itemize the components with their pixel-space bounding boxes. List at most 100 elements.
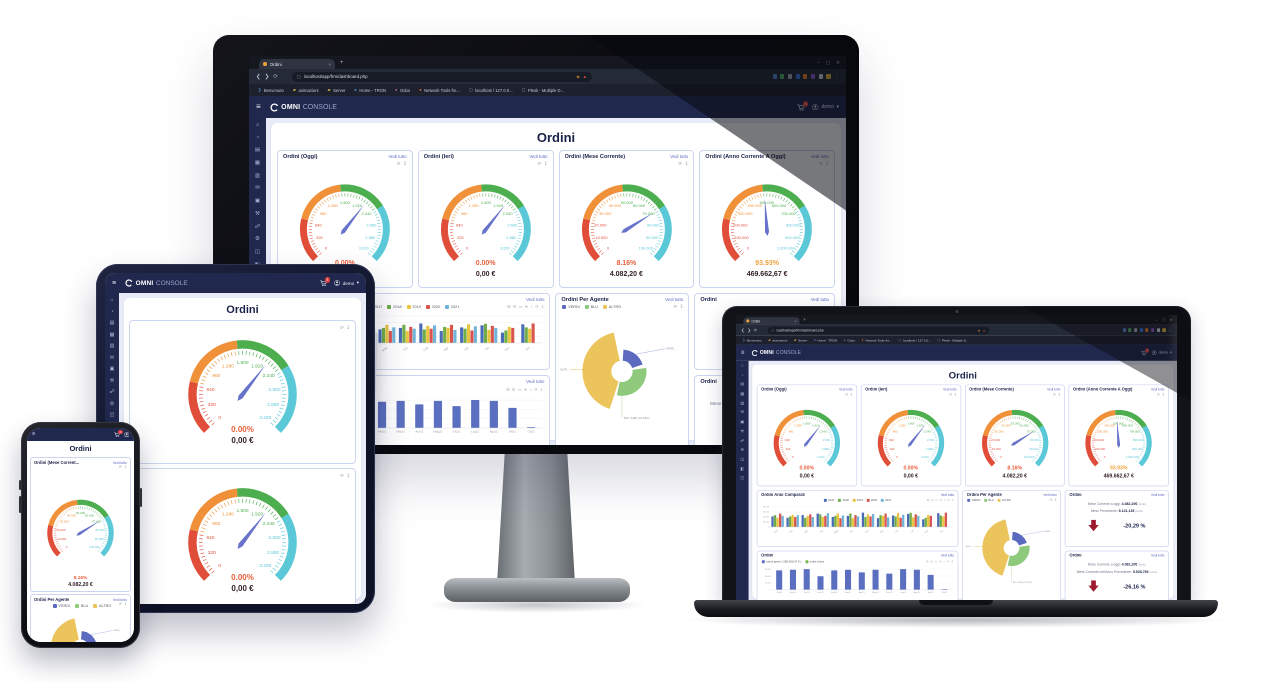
chart-legend[interactable]: 2017 2018 2019 2020 2021	[760, 498, 955, 502]
vedi-tutto-link[interactable]: Vedi tutto	[388, 154, 407, 159]
vedi-tutto-link[interactable]: Vedi tutto	[839, 387, 853, 392]
vedi-tutto-link[interactable]: Vedi tutto	[940, 553, 955, 558]
warehouse-icon[interactable]: ◫	[740, 457, 745, 462]
chart-legend[interactable]: VERDI BLU ALTRO	[556, 305, 688, 309]
chart-toolbar[interactable]: ⊞ ⊟ ▭ ✛ ⌂ ⟳ ↧	[507, 304, 545, 309]
stats-icon[interactable]: ◰	[740, 476, 745, 481]
network-icon[interactable]: ☍	[109, 389, 115, 395]
cart-button[interactable]: 4	[320, 277, 331, 287]
vedi-tutto-link[interactable]: Vedi tutto	[1150, 553, 1165, 558]
home-icon[interactable]: ⌂	[110, 297, 114, 303]
card-action-icons[interactable]: ⟳ ↧	[396, 161, 407, 166]
documents-icon[interactable]: ▥	[254, 172, 261, 179]
products-icon[interactable]: ◧	[740, 466, 745, 472]
vedi-tutto-link[interactable]: Vedi tutto	[526, 379, 545, 384]
chart-legend[interactable]: 2017 2018 2019 2020 2021	[282, 305, 545, 309]
menu-icon[interactable]: ≡	[32, 430, 36, 437]
nav-buttons[interactable]: ❮ ❯ ⟳	[741, 327, 758, 333]
vedi-tutto-link[interactable]: Vedi tutto	[1043, 493, 1057, 497]
chart-legend[interactable]: VERDI BLU ALTRO	[963, 498, 1060, 502]
menu-icon[interactable]: ≡	[112, 279, 117, 287]
settings-icon[interactable]: ⚙	[255, 236, 260, 243]
bookmarks-bar[interactable]: ❯ Benvenuto ▰ animazioni ▰ Server ■ Home - TRON…	[736, 335, 1177, 345]
browser-tab[interactable]: Ordini ×	[259, 59, 335, 69]
new-tab-button[interactable]: +	[803, 317, 806, 323]
documents-icon[interactable]: ▥	[109, 343, 115, 349]
reports-icon[interactable]: ▣	[740, 419, 745, 425]
reports-icon[interactable]: ▣	[109, 366, 115, 372]
tab-close-icon[interactable]: ×	[794, 319, 797, 323]
vedi-tutto-link[interactable]: Vedi tutto	[810, 297, 829, 302]
address-bar[interactable]: ▢ localhost/app/frm/dashboard.php ◈ ▲	[767, 326, 990, 334]
bookmark-item[interactable]: ▢ Plesk - Multiple D...	[937, 337, 969, 342]
tools-icon[interactable]: ⚒	[109, 377, 115, 384]
dashboard-icon[interactable]: ◔	[741, 373, 744, 378]
documents-icon[interactable]: ▥	[740, 401, 745, 406]
card-action-icons[interactable]: ⟳ ↧	[340, 325, 350, 330]
warehouse-icon[interactable]: ◫	[109, 412, 115, 418]
vedi-tutto-link[interactable]: Vedi tutto	[669, 154, 689, 159]
orders-icon[interactable]: ▤	[109, 320, 115, 326]
new-tab-button[interactable]: +	[340, 59, 344, 66]
url-text[interactable]: localhost/app/frm/dashboard.php	[303, 74, 368, 79]
cart-button[interactable]: 4	[1141, 348, 1150, 356]
mail-icon[interactable]: ✉	[740, 410, 744, 416]
cart-button[interactable]: 4	[114, 429, 123, 438]
card-action-icons[interactable]: ⟳ ↧	[537, 161, 548, 166]
bookmark-item[interactable]: ■ Home - TRON	[354, 87, 387, 93]
cart-button[interactable]: 4	[797, 101, 809, 111]
mail-icon[interactable]: ✉	[255, 185, 260, 192]
chart-legend[interactable]: VERDI BLU ALTRO	[31, 602, 130, 608]
bookmark-item[interactable]: ▰ Server	[793, 337, 808, 342]
chart-toolbar[interactable]: ⊞ ⊟ ▭ ✛ ⌂ ⟳ ↧	[506, 387, 544, 392]
orders-icon[interactable]: ▤	[740, 382, 745, 387]
home-icon[interactable]: ⌂	[741, 363, 744, 369]
browser-tab[interactable]: Ordini ×	[743, 317, 800, 325]
vedi-tutto-link[interactable]: Vedi tutto	[1150, 493, 1165, 497]
card-action-icons[interactable]: ⟳ ↧	[1157, 392, 1165, 397]
address-bar[interactable]: ▢ localhost/app/frm/dashboard.php ◈ ▲	[291, 71, 592, 82]
vedi-tutto-link[interactable]: Vedi tutto	[529, 154, 548, 159]
user-menu[interactable]: demo ▾	[334, 280, 359, 286]
vedi-tutto-link[interactable]: Vedi tutto	[526, 297, 545, 302]
menu-icon[interactable]: ≡	[741, 348, 745, 356]
dashboard-icon[interactable]: ◔	[110, 308, 114, 315]
window-controls[interactable]: – ▢ ✕	[817, 59, 840, 65]
card-action-icons[interactable]: ⟳ ↧	[340, 473, 350, 478]
tools-icon[interactable]: ⚒	[740, 429, 745, 434]
chart-toolbar[interactable]: ⊞ ⊟ ▭ ✛ ⌂ ⟳ ↧	[926, 498, 955, 502]
url-text[interactable]: localhost/app/frm/dashboard.php	[776, 328, 824, 332]
bookmark-item[interactable]: ▰ animazioni	[768, 337, 788, 342]
user-menu[interactable]: demo ▾	[812, 103, 839, 111]
card-action-icons[interactable]: ⟳ ↧	[1053, 392, 1061, 397]
window-controls[interactable]: – ▢ ✕	[1155, 317, 1173, 322]
card-action-icons[interactable]: ⟳ ↧	[118, 602, 127, 606]
network-icon[interactable]: ☍	[740, 438, 745, 444]
extension-icons[interactable]: ⋮	[772, 74, 839, 80]
bookmark-item[interactable]: ❯ Benvenuto	[742, 337, 762, 342]
vedi-tutto-link[interactable]: Vedi tutto	[810, 154, 829, 159]
reports-icon[interactable]: ▣	[254, 198, 261, 205]
mail-icon[interactable]: ✉	[109, 354, 115, 361]
menu-icon[interactable]: ≡	[256, 102, 261, 111]
vedi-tutto-link[interactable]: Vedi tutto	[1046, 387, 1061, 392]
url-badge-icons[interactable]: ◈ ▲	[576, 74, 587, 79]
card-action-icons[interactable]: ⟳ ↧	[819, 161, 829, 166]
nav-buttons[interactable]: ❮ ❯ ⟳	[256, 73, 278, 80]
tools-icon[interactable]: ⚒	[255, 210, 260, 217]
card-action-icons[interactable]: ⟳ ↧	[118, 465, 127, 469]
user-icon[interactable]	[123, 431, 130, 438]
vedi-tutto-link[interactable]: Vedi tutto	[112, 461, 127, 465]
vedi-tutto-link[interactable]: Vedi tutto	[940, 493, 955, 497]
vedi-tutto-link[interactable]: Vedi tutto	[112, 598, 127, 602]
dashboard-icon[interactable]: ◔	[255, 134, 260, 141]
bookmark-item[interactable]: ▢ localhost / 127.0.0...	[468, 87, 513, 93]
catalog-icon[interactable]: ▦	[740, 391, 745, 397]
bookmark-item[interactable]: ● Odoo	[395, 87, 411, 93]
card-action-icons[interactable]: ⟳ ↧	[845, 392, 853, 397]
home-icon[interactable]: ⌂	[255, 122, 260, 128]
catalog-icon[interactable]: ▦	[254, 160, 261, 167]
bookmark-item[interactable]: ▰ animazioni	[292, 87, 319, 93]
extension-icons[interactable]: ⋮	[1122, 328, 1172, 332]
vedi-tutto-link[interactable]: Vedi tutto	[665, 297, 684, 302]
